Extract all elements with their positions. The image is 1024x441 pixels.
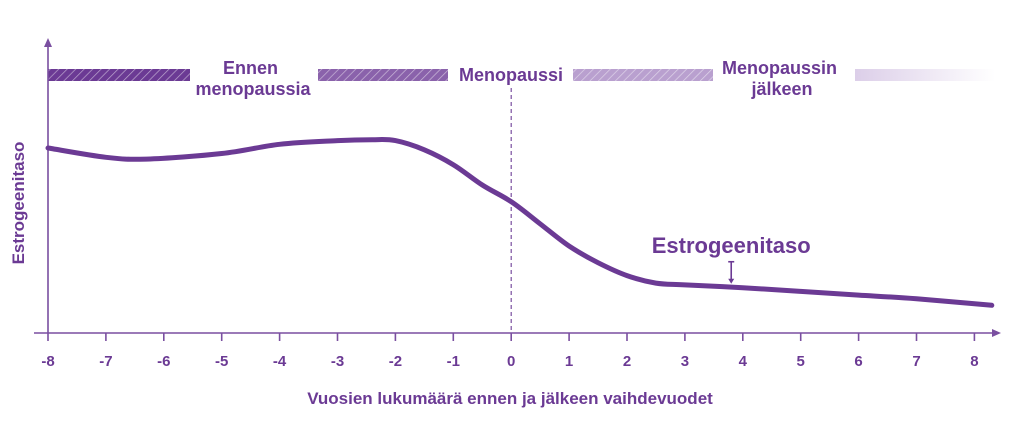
x-tick-label--2: -2 [389,353,402,370]
annotation-estrogen-label: Estrogeenitaso [652,233,811,258]
x-tick-label-6: 6 [854,353,862,370]
x-tick-label-1: 1 [565,353,573,370]
x-tick-label-3: 3 [681,353,689,370]
x-tick-label--6: -6 [157,353,170,370]
x-tick-label--1: -1 [447,353,460,370]
x-tick-label--5: -5 [215,353,228,370]
x-tick-label-5: 5 [797,353,805,370]
x-tick-label--8: -8 [41,353,54,370]
x-axis-ticks: -8 -7 -6 -5 -4 -3 -2 -1 0 1 2 3 4 5 6 7 8 [41,333,979,370]
x-tick-label-2: 2 [623,353,631,370]
phase-label-menopause-line1: Menopaussi [459,65,563,85]
series-line-estrogen [45,137,995,308]
phase-label-postmenopause: Menopaussin jälkeen [722,58,842,99]
phase-label-postmenopause-line1: Menopaussin [722,58,837,78]
x-axis-arrow-icon [992,329,1001,337]
x-tick-label--3: -3 [331,353,344,370]
phase-bar-premenopause-1 [48,69,190,81]
phase-label-menopause: Menopaussi [459,65,563,85]
y-axis-arrow-icon [44,38,52,47]
phase-bar-postmenopause [855,69,995,81]
phase-bar-menopause [573,69,713,81]
annotation-pointer [728,260,735,284]
phase-label-premenopause-line1: Ennen [223,58,278,78]
x-tick-label-8: 8 [970,353,978,370]
phase-bar-premenopause-2 [318,69,448,81]
x-tick-label-4: 4 [739,353,748,370]
x-tick-label--7: -7 [99,353,112,370]
x-tick-label-7: 7 [912,353,920,370]
annotation-arrow-icon [728,278,735,284]
x-tick-label-0: 0 [507,353,515,370]
x-tick-label--4: -4 [273,353,287,370]
phase-label-premenopause-line2: menopaussia [195,79,311,99]
x-axis-label: Vuosien lukumäärä ennen ja jälkeen vaihd… [307,389,713,408]
phase-label-premenopause: Ennen menopaussia [195,58,311,99]
phase-label-postmenopause-line2: jälkeen [750,79,812,99]
y-axis-label: Estrogeenitaso [9,142,28,265]
